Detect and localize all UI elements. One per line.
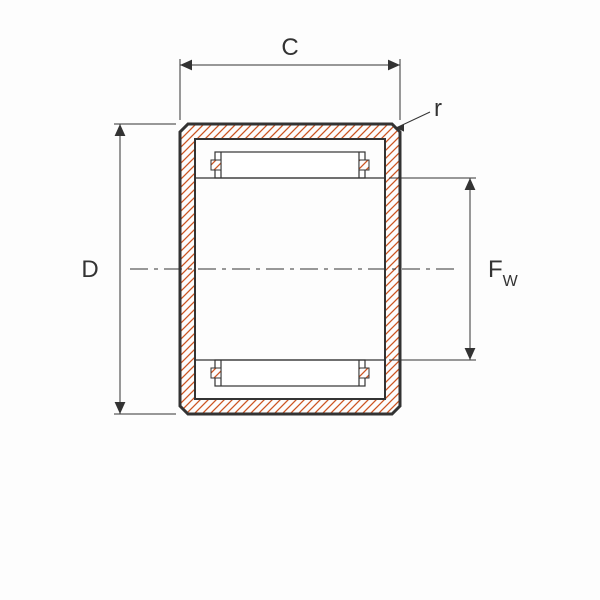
dimension-r-label: r xyxy=(434,95,442,122)
cage-square xyxy=(359,160,369,170)
cage-square xyxy=(211,368,221,378)
roller-top xyxy=(211,152,369,178)
dimension-d-label: D xyxy=(81,256,98,283)
cage-square xyxy=(211,160,221,170)
background xyxy=(0,0,600,600)
roller-bottom xyxy=(211,360,369,386)
cage-square xyxy=(359,368,369,378)
dimension-c-label: C xyxy=(281,34,298,61)
